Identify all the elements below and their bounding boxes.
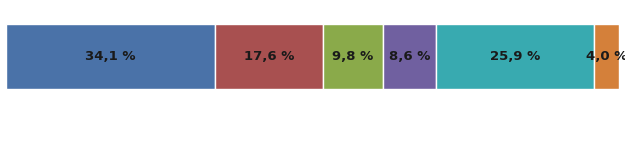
Text: 25,9 %: 25,9 % xyxy=(490,50,540,63)
Text: 34,1 %: 34,1 % xyxy=(86,50,136,63)
Bar xyxy=(323,24,383,89)
Text: 8,6 %: 8,6 % xyxy=(389,50,430,63)
Text: 9,8 %: 9,8 % xyxy=(332,50,374,63)
Bar xyxy=(436,24,594,89)
Bar xyxy=(6,24,215,89)
Bar xyxy=(594,24,619,89)
Bar xyxy=(215,24,323,89)
Bar xyxy=(383,24,436,89)
Text: 17,6 %: 17,6 % xyxy=(244,50,294,63)
Text: 4,0 %: 4,0 % xyxy=(586,50,625,63)
